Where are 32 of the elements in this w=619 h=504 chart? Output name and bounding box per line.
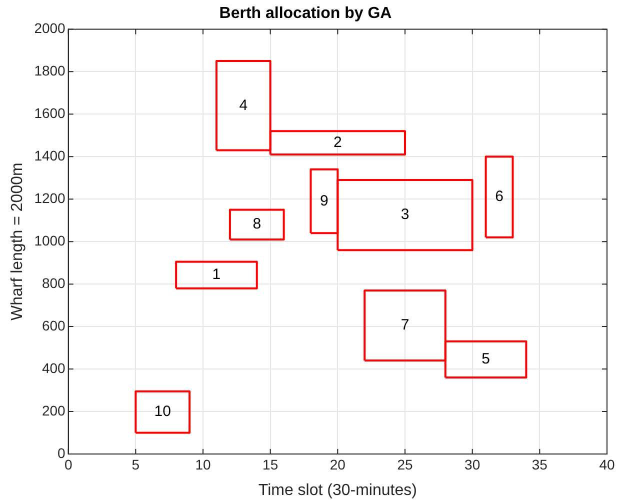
x-tick-label: 20 <box>330 456 346 472</box>
x-tick-label: 15 <box>262 456 278 472</box>
series-label: 3 <box>400 206 410 224</box>
series-label: 7 <box>400 316 410 334</box>
y-tick-label: 1600 <box>34 105 66 122</box>
series-label: 4 <box>239 96 248 114</box>
x-tick-label: 25 <box>397 456 413 472</box>
y-tick-label: 1800 <box>34 62 66 79</box>
series-label: 1 <box>212 266 221 284</box>
y-tick-label: 1400 <box>34 148 66 164</box>
y-tick-label: 800 <box>42 274 66 291</box>
chart-title: Berth allocation by GA <box>219 5 392 22</box>
y-tick-label: 600 <box>42 317 66 334</box>
y-tick-label: 200 <box>42 402 66 418</box>
y-tick-label: 1200 <box>34 190 66 206</box>
series-label: 8 <box>252 216 262 233</box>
x-tick-label: 30 <box>464 456 480 472</box>
x-tick-label: 10 <box>195 456 212 472</box>
x-axis-title: Time slot (30-minutes) <box>258 482 417 499</box>
x-tick-label: 5 <box>132 456 140 472</box>
x-tick-label: 35 <box>532 456 548 472</box>
y-tick-label: 400 <box>42 360 66 376</box>
y-tick-label: 0 <box>58 444 66 461</box>
y-tick-label: 1000 <box>34 232 66 248</box>
series-label: 9 <box>320 192 328 210</box>
y-tick-label: 2000 <box>34 20 66 36</box>
x-tick-label: 40 <box>599 456 615 472</box>
series-label: 10 <box>154 403 171 420</box>
series-label: 2 <box>334 134 342 151</box>
series-label: 6 <box>495 188 504 206</box>
y-axis-title: Wharf length = 2000m <box>9 162 26 321</box>
series-label: 5 <box>482 350 490 368</box>
